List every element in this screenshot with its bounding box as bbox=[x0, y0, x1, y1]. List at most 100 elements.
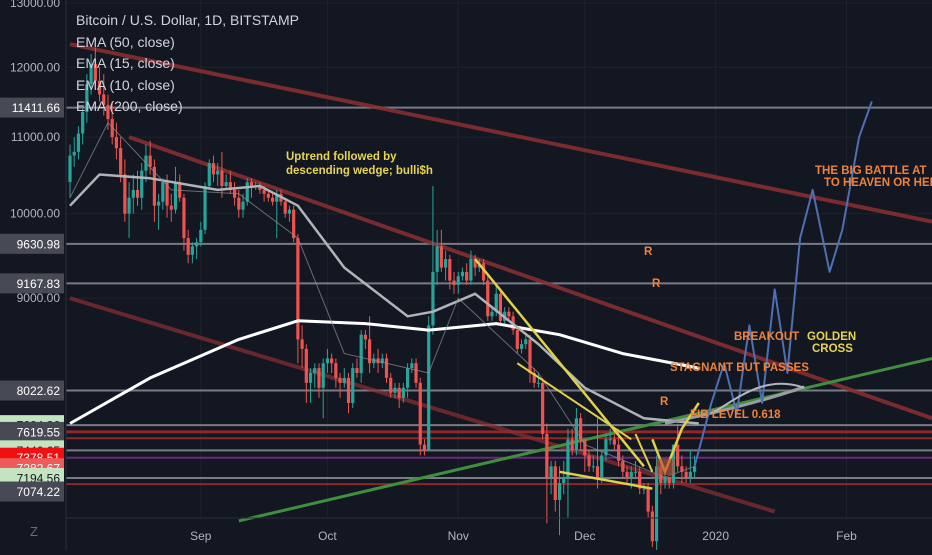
price-tag-bg bbox=[0, 380, 64, 401]
candle-body bbox=[334, 363, 338, 378]
price-tag-label: 11411.66 bbox=[12, 101, 61, 115]
candle bbox=[486, 276, 490, 321]
candle-body bbox=[469, 259, 473, 281]
candle bbox=[410, 358, 414, 373]
candle-body bbox=[490, 311, 494, 317]
scale-toggle-button[interactable]: Z bbox=[30, 524, 38, 539]
candle-body bbox=[557, 482, 562, 500]
candle-body bbox=[486, 280, 490, 317]
candle bbox=[182, 193, 186, 251]
candle bbox=[119, 137, 123, 183]
candle bbox=[131, 174, 135, 214]
chart-annotation: GOLDEN bbox=[807, 331, 856, 343]
candle bbox=[270, 193, 275, 206]
indicator-ema-200[interactable]: EMA (200, close) bbox=[76, 98, 183, 114]
candle-body bbox=[161, 182, 165, 202]
candle bbox=[334, 358, 338, 388]
chart-annotation: Uptrend followed by bbox=[286, 151, 397, 163]
time-axis[interactable]: Sep Oct Nov Dec 2020 Feb bbox=[66, 517, 932, 543]
candle bbox=[587, 449, 591, 472]
price-tag-bg bbox=[0, 233, 64, 254]
candle bbox=[591, 455, 595, 472]
chart-annotation: R bbox=[652, 278, 661, 290]
candle bbox=[93, 47, 97, 88]
golden-cross-curve bbox=[711, 382, 805, 415]
x-tick-label: Oct bbox=[318, 529, 337, 543]
candle-body bbox=[633, 471, 638, 473]
wedge-inner-line bbox=[516, 362, 632, 441]
candle bbox=[460, 267, 465, 281]
candle bbox=[85, 73, 89, 123]
candle-body bbox=[587, 455, 591, 467]
candle bbox=[241, 193, 245, 218]
candle bbox=[397, 382, 401, 408]
candle-body bbox=[308, 372, 313, 383]
candle bbox=[245, 178, 249, 206]
candle-body bbox=[199, 229, 203, 243]
candle-body bbox=[435, 246, 439, 272]
chart-annotation: R bbox=[660, 396, 669, 408]
candle-body bbox=[207, 163, 211, 187]
wedge-lower-line bbox=[559, 470, 653, 490]
indicator-ema-10[interactable]: EMA (10, close) bbox=[76, 76, 175, 93]
candle-body bbox=[173, 182, 178, 210]
candle bbox=[283, 197, 287, 218]
price-tag-label: 7619.55 bbox=[17, 425, 61, 439]
candle bbox=[368, 316, 372, 373]
candle-body bbox=[608, 439, 612, 441]
price-axis[interactable]: 13000.00 12000.00 11000.00 10000.00 9000.00 1… bbox=[0, 0, 67, 550]
chart-annotation: THE BIG BATTLE AT bbox=[815, 165, 927, 177]
candle bbox=[473, 254, 477, 277]
candle-body bbox=[262, 189, 266, 194]
candle bbox=[224, 174, 228, 190]
candle-body bbox=[135, 189, 140, 198]
candle-body bbox=[465, 271, 469, 281]
candle bbox=[528, 334, 532, 383]
candle bbox=[237, 189, 241, 218]
candle-body bbox=[642, 488, 646, 490]
indicator-ema-15[interactable]: EMA (15, close) bbox=[76, 55, 175, 71]
candle-body bbox=[300, 339, 304, 349]
candle bbox=[308, 368, 313, 403]
candle-body bbox=[617, 444, 621, 461]
candle bbox=[102, 73, 106, 116]
y-tick-label: 10000.00 bbox=[10, 207, 60, 221]
candle-body bbox=[566, 439, 570, 478]
candle-body bbox=[456, 276, 460, 285]
candle-body bbox=[292, 209, 296, 239]
candle bbox=[562, 460, 566, 495]
candle-body bbox=[152, 166, 156, 206]
candle bbox=[515, 325, 519, 354]
candle-body bbox=[579, 418, 583, 440]
wedge-upper-line bbox=[474, 258, 645, 468]
candle bbox=[456, 271, 460, 294]
candle bbox=[317, 363, 321, 398]
candle-body bbox=[629, 471, 633, 478]
candle-body bbox=[600, 455, 604, 478]
candle-body bbox=[621, 460, 625, 472]
candle bbox=[633, 460, 638, 478]
candle bbox=[524, 334, 528, 349]
candle bbox=[608, 428, 612, 445]
candle-body bbox=[460, 271, 465, 277]
candle-body bbox=[646, 488, 650, 512]
candle-body bbox=[190, 246, 194, 255]
candle-body bbox=[346, 377, 351, 403]
symbol-title[interactable]: Bitcoin / U.S. Dollar, 1D, BITSTAMP bbox=[76, 12, 300, 28]
candle bbox=[642, 482, 646, 495]
candle-body bbox=[169, 205, 173, 210]
candle-body bbox=[393, 387, 397, 393]
candle bbox=[638, 466, 642, 495]
candle bbox=[414, 358, 418, 388]
candle-body bbox=[165, 182, 169, 206]
chart-annotation: FIB LEVEL 0.618 bbox=[690, 409, 781, 421]
x-tick-label: Nov bbox=[448, 529, 469, 543]
indicator-ema-50[interactable]: EMA (50, close) bbox=[76, 33, 175, 50]
chart-annotation: TO HEAVEN OR HEL bbox=[824, 177, 932, 189]
candle bbox=[363, 330, 367, 349]
candle-body bbox=[574, 418, 578, 450]
candle-body bbox=[131, 189, 135, 198]
candle-body bbox=[249, 182, 254, 187]
